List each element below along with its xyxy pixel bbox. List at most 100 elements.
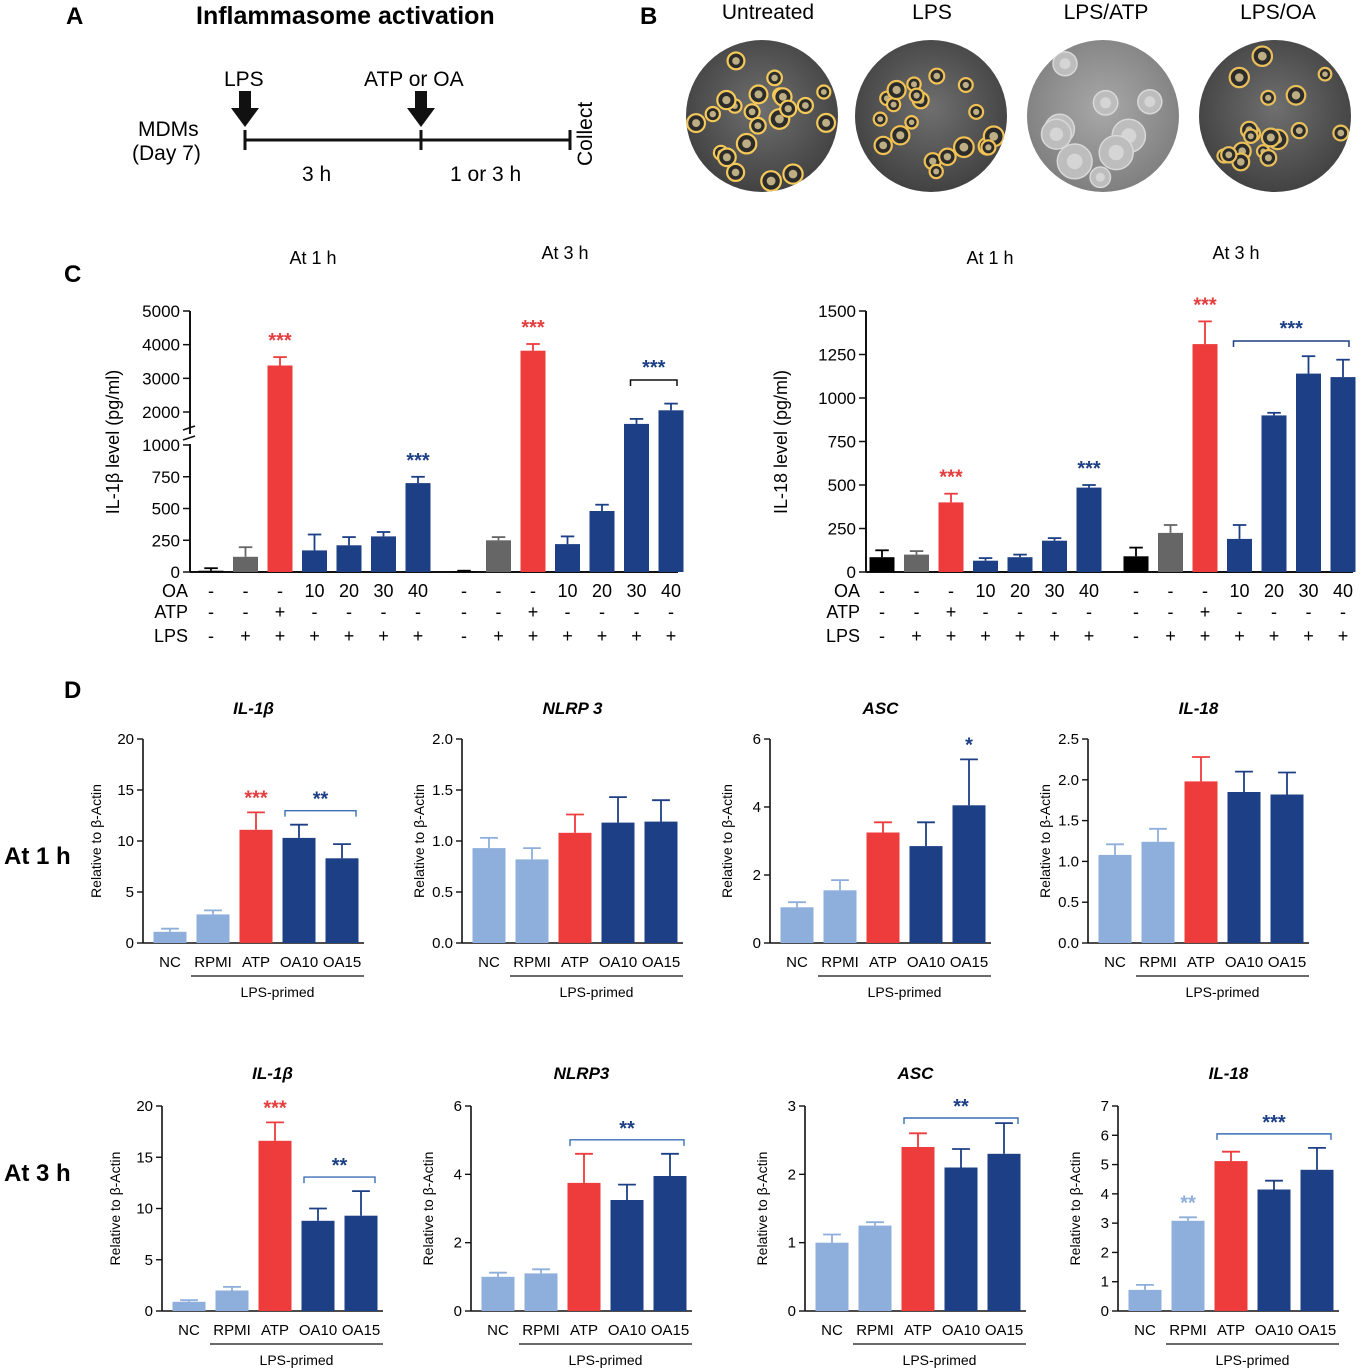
lps-arrow-icon	[231, 91, 259, 127]
d_1h_il1b-xtick-2: ATP	[242, 954, 270, 971]
chart-d_3h_il1b: 0 5 10 15 20 IL-1β Relative to β-Actin NC RPMI AT…	[107, 1064, 383, 1368]
d_1h_il1b-ytick-0: 0	[126, 935, 134, 952]
c1-ytick-1: 250	[152, 531, 180, 550]
c2-row-g1-atp-1: -	[1168, 602, 1174, 622]
d_1h_il1b-ytick-4: 20	[117, 731, 134, 748]
micrograph-label-lps-oa: LPS/OA	[1240, 1, 1316, 24]
c2-sig-g0-1: ***	[1077, 458, 1101, 480]
d_1h_il18-ytick-2: 1.0	[1058, 853, 1079, 870]
panel-letter-b: B	[640, 3, 657, 30]
c2-row-g0-lps-6: +	[1084, 626, 1095, 646]
d_3h_il1b-bar-4	[344, 1215, 378, 1311]
c2-row-g0-lps-2: +	[946, 626, 957, 646]
d_3h_nlrp3-bar-4	[653, 1176, 687, 1311]
c1-row-g1-oa-3: 10	[557, 581, 577, 601]
c1-ytick-0: 0	[171, 563, 180, 582]
c2-row-label-1: ATP	[826, 602, 860, 622]
d_1h_asc-xtick-3: OA10	[907, 954, 945, 971]
c2-row-g0-atp-6: -	[1086, 602, 1092, 622]
d_1h_asc-ytick-2: 4	[753, 799, 761, 816]
d_3h_asc-bar-0	[815, 1242, 849, 1311]
c1-row-g1-oa-0: -	[461, 581, 467, 601]
d_3h_asc-bracket-sig: **	[953, 1096, 969, 1118]
d_1h_il18-xtick-1: RPMI	[1139, 954, 1177, 971]
c1-row-g0-lps-3: +	[309, 626, 320, 646]
c2-bar-g1-6	[1330, 377, 1356, 572]
c1-row-g0-oa-6: 40	[408, 581, 428, 601]
chart-il18-protein: 0 250 500 750 1000 1250 1500 IL-18 level (pg/ml…	[771, 243, 1356, 646]
d_3h_il1b-ytick-4: 20	[136, 1098, 153, 1115]
d_3h_asc-xtick-1: RPMI	[856, 1322, 894, 1339]
panel-letter-d: D	[64, 677, 81, 704]
c2-row-g0-oa-1: -	[914, 581, 920, 601]
d_3h_il1b-ytick-1: 5	[145, 1252, 153, 1269]
d_1h_il1b-bar-2	[239, 829, 273, 943]
c2-row-label-2: LPS	[826, 626, 860, 646]
c1-row-g1-atp-4: -	[599, 602, 605, 622]
d_3h_nlrp3-ytick-1: 2	[454, 1235, 462, 1252]
c1-row-g0-lps-2: +	[275, 626, 286, 646]
d_3h_asc-ylabel: Relative to β-Actin	[754, 1152, 770, 1266]
atp-arrow-icon	[407, 91, 435, 127]
c2-row-g1-lps-3: +	[1234, 626, 1245, 646]
d_1h_nlrp3-ytick-1: 0.5	[432, 884, 453, 901]
c2-bar-g1-0	[1123, 556, 1149, 572]
c2-row-g1-lps-4: +	[1269, 626, 1280, 646]
c2-ytick-6: 1500	[818, 302, 856, 321]
c1-row-g0-oa-3: 10	[304, 581, 324, 601]
d_1h_asc-xtick-0: NC	[786, 954, 808, 971]
d_1h_nlrp3-bar-1	[515, 859, 549, 943]
c2-bar-g0-4	[1007, 557, 1033, 572]
c2-row-g0-atp-5: -	[1052, 602, 1058, 622]
c2-row-g0-atp-0: -	[879, 602, 885, 622]
d_3h_asc-bar-4	[987, 1153, 1021, 1311]
row-label-1h: At 1 h	[4, 843, 71, 870]
c2-bar-g0-6	[1076, 487, 1102, 572]
c2-row-g1-lps-0: -	[1133, 626, 1139, 646]
c1-row-g1-oa-4: 20	[592, 581, 612, 601]
d_1h_il18-xtick-0: NC	[1104, 954, 1126, 971]
d_3h_asc-bar-2	[901, 1147, 935, 1311]
c1-ytick-2: 500	[152, 500, 180, 519]
d_1h_nlrp3-ytick-0: 0.0	[432, 935, 453, 952]
d_1h_nlrp3-bar-2	[558, 832, 592, 943]
d_3h_il18-ytick-2: 2	[1101, 1244, 1109, 1261]
c1-ytick-upper-1: 3000	[142, 369, 180, 388]
d_3h_il18-xtick-3: OA10	[1255, 1322, 1293, 1339]
c1-row-g0-atp-3: -	[312, 602, 318, 622]
d_3h_il1b-bracket-sig: **	[332, 1155, 348, 1177]
panel-a-t1: 3 h	[302, 163, 331, 186]
c1-bar-g0-4	[336, 545, 362, 572]
d_3h_il18-ylabel: Relative to β-Actin	[1067, 1152, 1083, 1266]
c2-row-g0-atp-1: -	[914, 602, 920, 622]
c1-row-label-1: ATP	[154, 602, 188, 622]
c2-bar-g1-2	[1192, 344, 1218, 572]
d_3h_il1b-bar-2	[258, 1140, 292, 1311]
c1-row-g1-oa-1: -	[496, 581, 502, 601]
c1-bar-g1-5	[624, 423, 649, 572]
chart-d_3h_nlrp3: 0 2 4 6 NLRP3 Relative to β-Actin NC RPMI ATP OA1…	[420, 1064, 692, 1368]
c2-row-g0-oa-2: -	[948, 581, 954, 601]
d_3h_asc-xtick-4: OA15	[985, 1322, 1023, 1339]
d_1h_nlrp3-bar-3	[601, 822, 635, 943]
d_3h_asc-ytick-1: 1	[788, 1235, 796, 1252]
row-label-3h: At 3 h	[4, 1160, 71, 1187]
c2-ytick-5: 1250	[818, 346, 856, 365]
c1-ytick-upper-0: 2000	[142, 403, 180, 422]
d_3h_nlrp3-ytick-3: 6	[454, 1098, 462, 1115]
d_3h_asc-bracket	[903, 1117, 1019, 1124]
d_3h_il1b-bar-0	[172, 1301, 206, 1311]
d_3h_il18-bar-4	[1300, 1169, 1334, 1311]
panel-b-micrographs: Untreated LPS LPS/ATP LPS/OA	[686, 1, 1351, 192]
c2-bracket-g1	[1232, 340, 1350, 347]
c2-row-g0-atp-3: -	[983, 602, 989, 622]
d_3h_il1b-xtick-0: NC	[178, 1322, 200, 1339]
d_3h_il18-xtick-1: RPMI	[1169, 1322, 1207, 1339]
micrograph-untreated	[686, 40, 838, 192]
c2-group-title-0: At 1 h	[966, 248, 1013, 268]
c1-sig-g1-0: ***	[521, 317, 545, 339]
c1-row-g1-atp-5: -	[634, 602, 640, 622]
c1-row-g1-oa-2: -	[530, 581, 536, 601]
d_3h_nlrp3-bracket	[569, 1139, 685, 1146]
d_3h_il18-ytick-6: 6	[1101, 1127, 1109, 1144]
